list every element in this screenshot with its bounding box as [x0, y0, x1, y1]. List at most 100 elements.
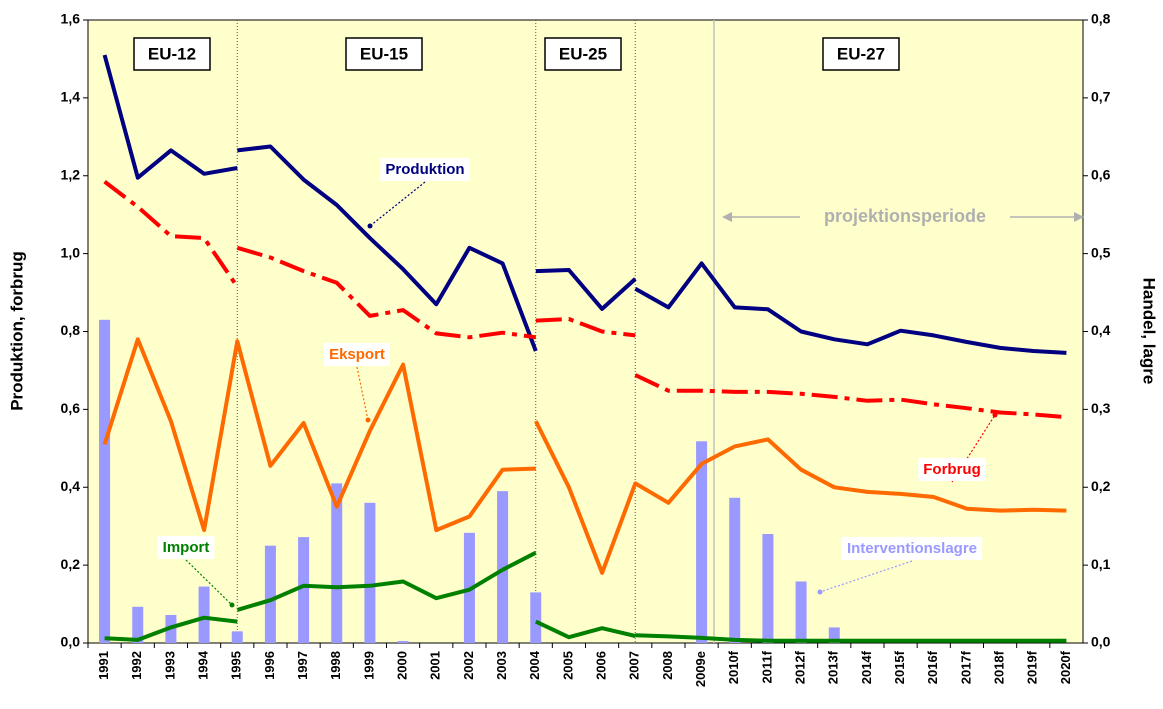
y-tick-label: 1,6: [61, 11, 81, 27]
series-line: [236, 550, 537, 612]
era-box: EU-25: [544, 37, 622, 71]
y2-tick-label: 0,1: [1091, 556, 1111, 572]
callout-arrow-head: [229, 602, 235, 608]
bar: [397, 641, 409, 643]
callout-arrow-head: [992, 412, 998, 418]
series-label: Interventionslagre: [847, 540, 977, 557]
y-tick-label: 1,0: [61, 244, 81, 260]
series-line: [102, 54, 238, 180]
bar: [298, 537, 310, 643]
bar: [795, 581, 807, 643]
series-label: Produktion: [385, 161, 464, 178]
x-tick-label: 1994: [196, 650, 211, 680]
x-tick-label: 2008: [660, 651, 675, 680]
series-line: [236, 245, 537, 340]
y-tick-label: 0,4: [61, 478, 81, 494]
bar: [99, 319, 111, 643]
callout: Interventionslagre: [841, 536, 983, 560]
x-tick-label: 2006: [594, 651, 609, 680]
callout-arrow: [356, 366, 369, 421]
series-line: [104, 615, 238, 642]
era-box-frame: [133, 37, 211, 71]
x-tick-label: 2005: [560, 651, 575, 680]
y-tick-label: 0,0: [61, 634, 81, 650]
era-box-frame: [544, 37, 622, 71]
era-label: EU-12: [148, 44, 196, 63]
series-label: Eksport: [329, 346, 385, 363]
x-tick-label: 1996: [262, 651, 277, 680]
series-line: [237, 144, 538, 352]
bar: [696, 441, 708, 643]
callout-arrow-head: [367, 223, 373, 229]
era-label: EU-27: [837, 44, 885, 63]
bar: [231, 631, 243, 643]
x-tick-label: 1993: [162, 651, 177, 680]
y2-tick-label: 0,8: [1091, 11, 1111, 27]
x-tick-label: 2017f: [958, 650, 973, 684]
callout: Produktion: [380, 157, 470, 181]
x-tick-label: 1995: [229, 651, 244, 680]
x-tick-label: 2016f: [925, 650, 940, 684]
x-tick-label: 1991: [96, 651, 111, 680]
x-tick-label: 2001: [428, 651, 443, 680]
y2-tick-label: 0,6: [1091, 166, 1111, 182]
callout-arrow-head: [365, 417, 371, 423]
era-box: EU-12: [133, 37, 211, 71]
y2-tick-label: 0,7: [1091, 89, 1111, 105]
x-tick-label: 2000: [395, 651, 410, 680]
era-box: EU-15: [345, 37, 423, 71]
series-label-bg: [841, 536, 983, 560]
callout-arrow: [819, 560, 913, 593]
x-tick-label: 1999: [361, 651, 376, 680]
x-tick-label: 2019f: [1025, 650, 1040, 684]
callout: Import: [157, 535, 215, 559]
x-tick-label: 2011f: [759, 650, 774, 683]
y-tick-label: 0,8: [61, 322, 81, 338]
y2-tick-label: 0,4: [1091, 322, 1111, 338]
callout-arrow-head: [817, 589, 823, 595]
x-tick-label: 2015f: [892, 650, 907, 684]
series-line: [103, 180, 239, 288]
series-line: [535, 268, 637, 311]
bar: [364, 502, 376, 643]
projection-label: projektionsperiode: [824, 206, 986, 226]
y2-axis-title: Handel, lagre: [1140, 278, 1159, 385]
era-label: EU-25: [559, 44, 607, 63]
bar: [264, 545, 276, 643]
series-label-bg: [918, 457, 986, 481]
series-line: [535, 317, 636, 338]
bar: [132, 606, 144, 643]
x-tick-label: 1998: [328, 651, 343, 680]
bar: [530, 592, 542, 643]
x-tick-label: 2014f: [859, 650, 874, 684]
series-line: [634, 261, 1067, 355]
series-label: Forbrug: [923, 461, 981, 478]
x-tick-label: 2013f: [826, 650, 841, 684]
y2-tick-label: 0,0: [1091, 634, 1111, 650]
x-tick-label: 2003: [494, 651, 509, 680]
y2-tick-label: 0,3: [1091, 400, 1111, 416]
series-label: Import: [163, 539, 210, 556]
era-box-frame: [345, 37, 423, 71]
y-tick-label: 0,6: [61, 400, 81, 416]
y-tick-label: 1,4: [61, 89, 81, 105]
series-line: [534, 619, 636, 640]
bar: [729, 497, 741, 643]
series-line: [102, 337, 536, 533]
callout: Forbrug: [918, 457, 986, 481]
x-tick-label: 2009e: [693, 651, 708, 687]
series-label-bg: [380, 157, 470, 181]
y-tick-label: 0,2: [61, 556, 81, 572]
x-tick-label: 2020f: [1058, 650, 1073, 684]
y-axis-title: Produktion, forbrug: [7, 251, 26, 411]
y2-tick-label: 0,2: [1091, 478, 1111, 494]
series-line: [634, 373, 1067, 420]
bar: [198, 586, 210, 643]
era-box-frame: [822, 37, 900, 71]
series-line: [635, 633, 1067, 643]
callout: Eksport: [324, 342, 390, 366]
x-tick-label: 2007: [627, 651, 642, 680]
series-label-bg: [324, 342, 390, 366]
x-tick-label: 2010f: [726, 650, 741, 684]
